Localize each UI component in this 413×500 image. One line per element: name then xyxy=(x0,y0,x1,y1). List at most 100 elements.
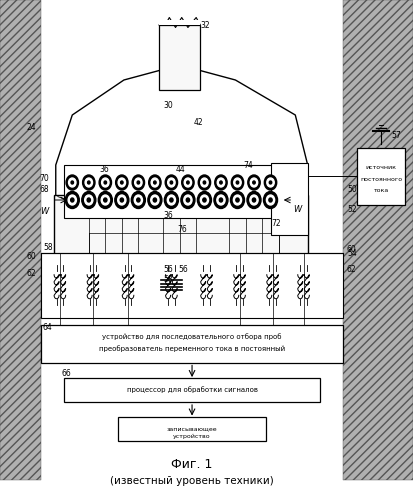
Circle shape xyxy=(104,198,107,202)
Text: 72: 72 xyxy=(272,220,281,228)
Circle shape xyxy=(154,181,156,184)
Text: 36: 36 xyxy=(99,166,109,174)
Bar xyxy=(357,148,405,205)
Text: 58: 58 xyxy=(43,244,53,252)
Circle shape xyxy=(231,175,244,190)
Circle shape xyxy=(247,192,261,208)
Text: 30: 30 xyxy=(163,100,173,110)
Circle shape xyxy=(134,195,142,205)
Circle shape xyxy=(120,198,123,202)
Circle shape xyxy=(269,181,272,184)
Text: устройство: устройство xyxy=(173,434,211,438)
Text: постоянного: постоянного xyxy=(360,176,402,182)
Text: 44: 44 xyxy=(176,164,185,173)
Circle shape xyxy=(85,178,93,187)
Text: 66: 66 xyxy=(61,370,71,378)
Text: преобразователь переменного тока в постоянный: преобразователь переменного тока в посто… xyxy=(99,345,285,352)
Text: 70: 70 xyxy=(39,174,49,183)
Text: W: W xyxy=(40,208,49,216)
Text: 62: 62 xyxy=(347,264,356,274)
Bar xyxy=(159,25,200,90)
Text: 52: 52 xyxy=(347,204,356,214)
Text: 76: 76 xyxy=(178,226,188,234)
Circle shape xyxy=(98,192,112,208)
Text: 64: 64 xyxy=(43,324,52,332)
Circle shape xyxy=(187,181,189,184)
Circle shape xyxy=(198,175,211,190)
Circle shape xyxy=(170,181,173,184)
Bar xyxy=(41,252,343,318)
Circle shape xyxy=(217,178,225,187)
Circle shape xyxy=(85,195,93,205)
Bar xyxy=(64,165,297,218)
Text: 36: 36 xyxy=(163,210,173,220)
Circle shape xyxy=(203,198,206,202)
Text: источник: источник xyxy=(366,165,396,170)
Circle shape xyxy=(234,178,241,187)
Circle shape xyxy=(267,178,274,187)
Text: Фиг. 1: Фиг. 1 xyxy=(171,458,213,470)
Text: W: W xyxy=(293,206,301,214)
Circle shape xyxy=(71,181,74,184)
Text: 54: 54 xyxy=(347,250,357,258)
Text: 74: 74 xyxy=(244,162,254,170)
Circle shape xyxy=(148,192,162,208)
Circle shape xyxy=(217,195,225,205)
Circle shape xyxy=(181,192,195,208)
Circle shape xyxy=(118,195,126,205)
Circle shape xyxy=(184,195,192,205)
Circle shape xyxy=(201,178,208,187)
Circle shape xyxy=(264,175,277,190)
Circle shape xyxy=(69,178,76,187)
Circle shape xyxy=(101,195,109,205)
Circle shape xyxy=(104,181,107,184)
Bar xyxy=(0,0,41,480)
Circle shape xyxy=(116,175,128,190)
Circle shape xyxy=(66,175,78,190)
Circle shape xyxy=(250,178,258,187)
Text: процессор для обработки сигналов: процессор для обработки сигналов xyxy=(126,386,258,394)
Circle shape xyxy=(200,195,209,205)
Circle shape xyxy=(252,198,256,202)
Text: 56: 56 xyxy=(163,264,173,274)
Circle shape xyxy=(184,178,192,187)
Circle shape xyxy=(118,178,126,187)
Bar xyxy=(271,162,308,235)
Bar xyxy=(41,325,343,362)
Bar xyxy=(159,20,200,25)
Circle shape xyxy=(135,178,142,187)
Circle shape xyxy=(263,192,278,208)
Circle shape xyxy=(266,195,275,205)
Circle shape xyxy=(65,192,79,208)
Text: тока: тока xyxy=(373,188,389,193)
Text: 58: 58 xyxy=(163,276,173,284)
Circle shape xyxy=(137,181,140,184)
Circle shape xyxy=(170,198,173,202)
Circle shape xyxy=(153,198,157,202)
Text: 50: 50 xyxy=(347,184,357,194)
Bar xyxy=(54,195,308,290)
Circle shape xyxy=(236,198,239,202)
Circle shape xyxy=(102,178,109,187)
Circle shape xyxy=(68,195,76,205)
Circle shape xyxy=(197,192,211,208)
Circle shape xyxy=(220,181,222,184)
Circle shape xyxy=(219,198,223,202)
Circle shape xyxy=(186,198,190,202)
Circle shape xyxy=(165,175,178,190)
Circle shape xyxy=(132,175,145,190)
Text: 24: 24 xyxy=(27,123,36,132)
Circle shape xyxy=(88,181,90,184)
Circle shape xyxy=(236,181,239,184)
Circle shape xyxy=(230,192,244,208)
Circle shape xyxy=(82,192,96,208)
Circle shape xyxy=(121,181,123,184)
Text: (известный уровень техники): (известный уровень техники) xyxy=(110,476,274,486)
Bar xyxy=(64,378,320,402)
Circle shape xyxy=(253,181,255,184)
Circle shape xyxy=(71,198,74,202)
Circle shape xyxy=(167,195,176,205)
Bar xyxy=(343,0,413,480)
Circle shape xyxy=(269,198,272,202)
Text: 42: 42 xyxy=(194,118,204,127)
